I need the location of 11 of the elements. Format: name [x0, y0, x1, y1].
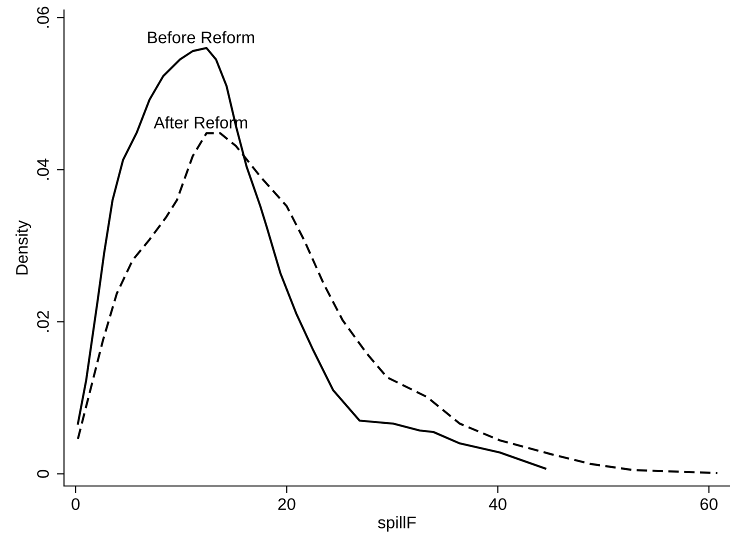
y-axis-title: Density [16, 220, 32, 274]
x-axis-title: spillF [378, 516, 416, 532]
series-label: Before Reform [148, 31, 254, 44]
y-tick-label: .06 [37, 6, 49, 28]
y-tick-label: .04 [37, 158, 49, 180]
y-tick-label: 0 [37, 470, 49, 478]
x-tick-label: 40 [488, 498, 506, 510]
x-tick-label: 20 [278, 498, 296, 510]
y-tick-label: .02 [37, 311, 49, 332]
x-tick-label: 60 [700, 498, 718, 510]
x-tick-label: 0 [72, 498, 80, 510]
